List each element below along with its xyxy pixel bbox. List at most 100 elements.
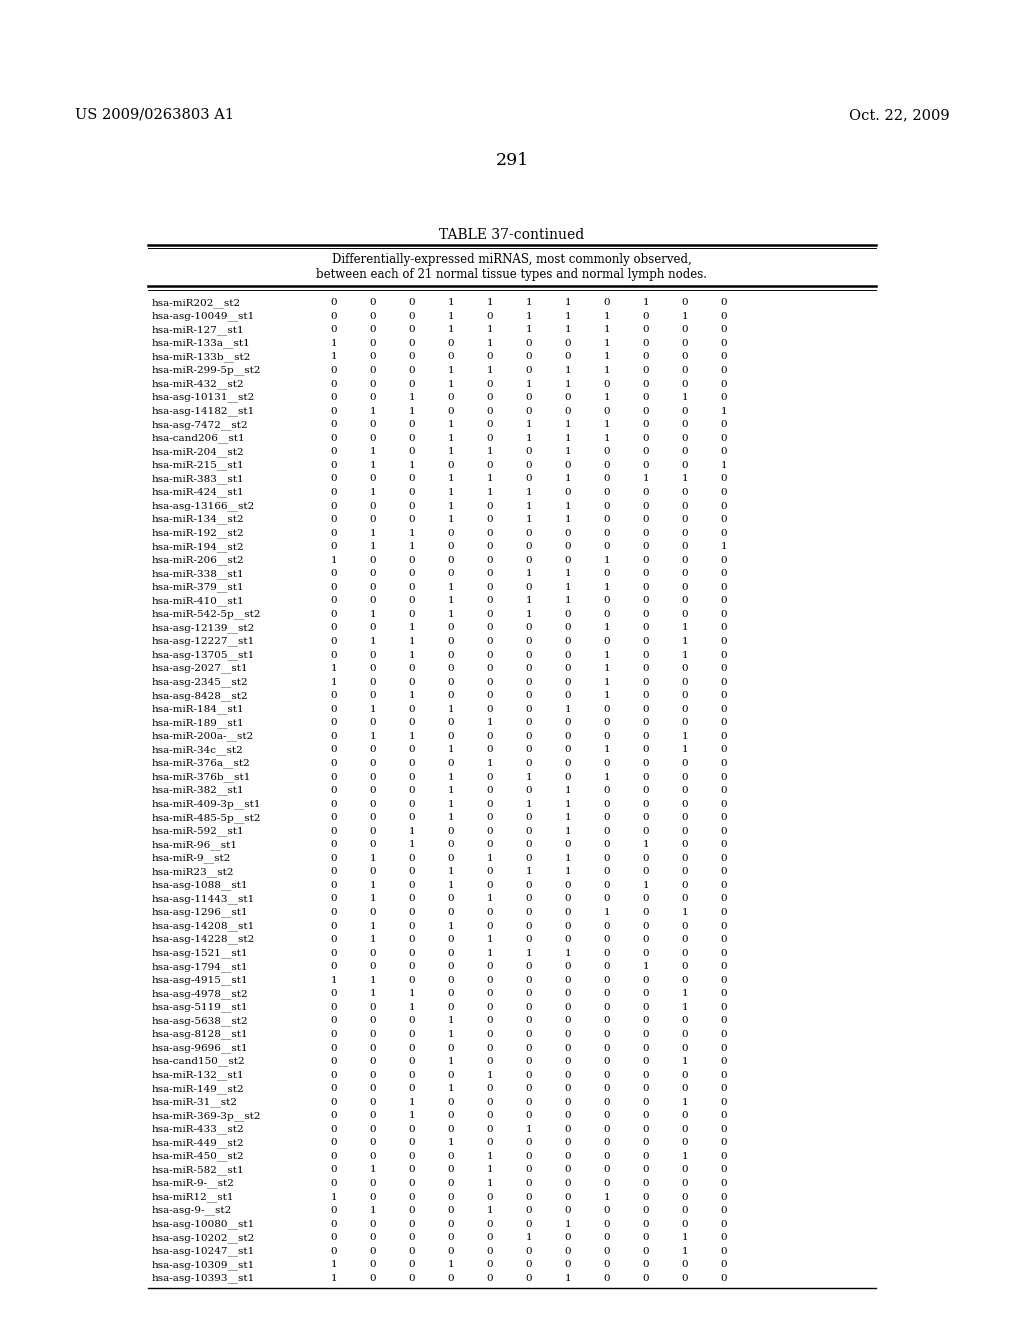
Text: 0: 0	[604, 380, 610, 388]
Text: 0: 0	[682, 975, 688, 985]
Text: 0: 0	[721, 1084, 727, 1093]
Text: 0: 0	[721, 488, 727, 496]
Text: 0: 0	[331, 705, 337, 714]
Text: 0: 0	[721, 1057, 727, 1067]
Text: hsa-miR-410__st1: hsa-miR-410__st1	[152, 597, 245, 606]
Text: hsa-cand150__st2: hsa-cand150__st2	[152, 1057, 246, 1067]
Text: 0: 0	[643, 772, 649, 781]
Text: 0: 0	[682, 366, 688, 375]
Text: 1: 1	[604, 339, 610, 348]
Text: hsa-asg-13166__st2: hsa-asg-13166__st2	[152, 502, 255, 511]
Text: 0: 0	[370, 312, 376, 321]
Text: hsa-asg-5638__st2: hsa-asg-5638__st2	[152, 1016, 249, 1026]
Text: 1: 1	[525, 502, 532, 511]
Text: 0: 0	[721, 434, 727, 442]
Text: 0: 0	[486, 1125, 494, 1134]
Text: 0: 0	[409, 949, 416, 958]
Text: 0: 0	[447, 651, 455, 660]
Text: 0: 0	[409, 325, 416, 334]
Text: hsa-miR202__st2: hsa-miR202__st2	[152, 298, 241, 308]
Text: 0: 0	[525, 718, 532, 727]
Text: 1: 1	[447, 515, 455, 524]
Text: 0: 0	[682, 1030, 688, 1039]
Text: 0: 0	[409, 447, 416, 457]
Text: 0: 0	[486, 800, 494, 809]
Text: 0: 0	[409, 664, 416, 673]
Text: 0: 0	[643, 638, 649, 645]
Text: hsa-asg-10080__st1: hsa-asg-10080__st1	[152, 1220, 255, 1229]
Text: 0: 0	[643, 1125, 649, 1134]
Text: 0: 0	[486, 705, 494, 714]
Text: 1: 1	[331, 352, 337, 362]
Text: 0: 0	[682, 1179, 688, 1188]
Text: 0: 0	[643, 461, 649, 470]
Text: hsa-miR-432__st2: hsa-miR-432__st2	[152, 379, 245, 389]
Text: 0: 0	[721, 339, 727, 348]
Text: 0: 0	[682, 1071, 688, 1080]
Text: 0: 0	[486, 1138, 494, 1147]
Text: 1: 1	[525, 1125, 532, 1134]
Text: 0: 0	[564, 1030, 571, 1039]
Text: 1: 1	[370, 638, 376, 645]
Text: 0: 0	[525, 447, 532, 457]
Text: 0: 0	[486, 664, 494, 673]
Text: 0: 0	[370, 393, 376, 403]
Text: 0: 0	[643, 746, 649, 755]
Text: 1: 1	[409, 651, 416, 660]
Text: 1: 1	[682, 638, 688, 645]
Text: 0: 0	[564, 1152, 571, 1160]
Text: 0: 0	[721, 841, 727, 849]
Text: 0: 0	[486, 623, 494, 632]
Text: hsa-miR-127__st1: hsa-miR-127__st1	[152, 325, 245, 335]
Text: 1: 1	[447, 1057, 455, 1067]
Text: 0: 0	[486, 556, 494, 565]
Text: 0: 0	[721, 583, 727, 591]
Text: 0: 0	[721, 1206, 727, 1216]
Text: 0: 0	[564, 1233, 571, 1242]
Text: 0: 0	[331, 1044, 337, 1052]
Text: 0: 0	[604, 461, 610, 470]
Text: 0: 0	[331, 1152, 337, 1160]
Text: hsa-miR23__st2: hsa-miR23__st2	[152, 867, 234, 876]
Text: 1: 1	[447, 502, 455, 511]
Text: 0: 0	[682, 434, 688, 442]
Text: 0: 0	[721, 731, 727, 741]
Text: 1: 1	[447, 380, 455, 388]
Text: 0: 0	[409, 787, 416, 795]
Text: 0: 0	[643, 1111, 649, 1121]
Text: 0: 0	[604, 1138, 610, 1147]
Text: 0: 0	[604, 935, 610, 944]
Text: 1: 1	[370, 1166, 376, 1175]
Text: 0: 0	[682, 502, 688, 511]
Text: 0: 0	[370, 1071, 376, 1080]
Text: 0: 0	[604, 597, 610, 606]
Text: 0: 0	[564, 841, 571, 849]
Text: 0: 0	[682, 515, 688, 524]
Text: 0: 0	[721, 1152, 727, 1160]
Text: 1: 1	[447, 880, 455, 890]
Text: 0: 0	[525, 935, 532, 944]
Text: hsa-asg-9-__st2: hsa-asg-9-__st2	[152, 1205, 232, 1216]
Text: 0: 0	[682, 718, 688, 727]
Text: 0: 0	[643, 380, 649, 388]
Text: 0: 0	[643, 1152, 649, 1160]
Text: 0: 0	[682, 528, 688, 537]
Text: 0: 0	[643, 1206, 649, 1216]
Text: hsa-asg-13705__st1: hsa-asg-13705__st1	[152, 651, 255, 660]
Text: 0: 0	[604, 854, 610, 863]
Text: 0: 0	[525, 759, 532, 768]
Text: 0: 0	[409, 569, 416, 578]
Text: 0: 0	[643, 488, 649, 496]
Text: 0: 0	[682, 543, 688, 552]
Text: 0: 0	[486, 543, 494, 552]
Text: 0: 0	[447, 664, 455, 673]
Text: 0: 0	[721, 1044, 727, 1052]
Text: 0: 0	[721, 867, 727, 876]
Text: 0: 0	[564, 1111, 571, 1121]
Text: 0: 0	[721, 1220, 727, 1229]
Text: 1: 1	[525, 569, 532, 578]
Text: 0: 0	[409, 1233, 416, 1242]
Text: 1: 1	[370, 854, 376, 863]
Text: 0: 0	[721, 420, 727, 429]
Text: hsa-asg-10049__st1: hsa-asg-10049__st1	[152, 312, 255, 321]
